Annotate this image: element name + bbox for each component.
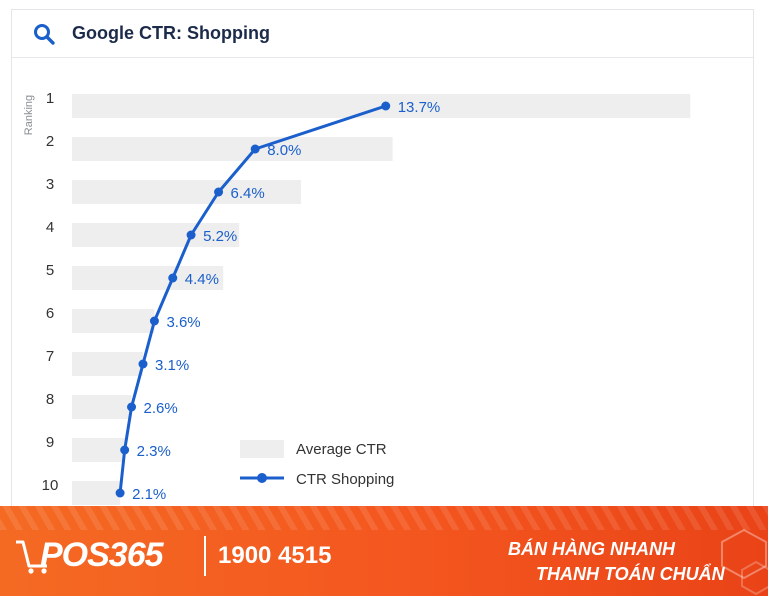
- category-label: 3: [46, 176, 54, 193]
- ctr-shopping-line: [118, 104, 388, 495]
- legend-ctr-shopping-label: CTR Shopping: [296, 471, 394, 488]
- brand-logo: POS365: [40, 536, 164, 574]
- data-label: 2.6%: [144, 400, 178, 417]
- average-ctr-bar: [72, 137, 393, 161]
- legend-average-ctr-swatch: [240, 440, 284, 458]
- category-label: 1: [46, 90, 54, 107]
- data-label: 6.4%: [231, 185, 265, 202]
- legend-ctr-shopping-marker: [257, 473, 267, 483]
- ctr-shopping-point: [250, 144, 260, 154]
- category-label: 9: [46, 434, 54, 451]
- brand-footer: POS365 1900 4515 BÁN HÀNG NHANH THANH TO…: [0, 506, 768, 596]
- ctr-shopping-point: [168, 273, 178, 283]
- data-label: 8.0%: [267, 142, 301, 159]
- average-ctr-bar: [72, 266, 224, 290]
- ctr-shopping-point: [115, 488, 125, 498]
- ctr-shopping-point: [381, 101, 391, 111]
- data-label: 3.1%: [155, 357, 189, 374]
- average-ctr-bar: [72, 438, 125, 462]
- data-label: 2.1%: [132, 486, 166, 503]
- category-label: 2: [46, 133, 54, 150]
- category-label: 6: [46, 305, 54, 322]
- data-label: 5.2%: [203, 228, 237, 245]
- ctr-shopping-point: [127, 402, 137, 412]
- ctr-shopping-point: [149, 316, 159, 326]
- average-ctr-bar: [72, 180, 301, 204]
- footer-divider: [204, 536, 206, 576]
- card-header: Google CTR: Shopping: [12, 10, 753, 58]
- legend-average-ctr-label: Average CTR: [296, 441, 387, 458]
- hotline-number[interactable]: 1900 4515: [218, 542, 332, 569]
- average-ctr-bar: [72, 223, 240, 247]
- ctr-shopping-point: [214, 187, 224, 197]
- data-label: 3.6%: [166, 314, 200, 331]
- slogan-line-1: BÁN HÀNG NHANH: [508, 539, 675, 559]
- data-label: 13.7%: [398, 99, 441, 116]
- average-ctr-bar: [72, 352, 143, 376]
- average-ctr-bar: [72, 309, 155, 333]
- category-label: 5: [46, 262, 54, 279]
- ctr-shopping-point: [186, 230, 196, 240]
- cart-icon: [16, 540, 47, 574]
- ctr-shopping-point: [138, 359, 148, 369]
- category-label: 4: [46, 219, 54, 236]
- search-icon: [34, 24, 55, 45]
- data-label: 4.4%: [185, 271, 219, 288]
- category-label: 8: [46, 391, 54, 408]
- data-label: 2.3%: [137, 443, 171, 460]
- hexagon-decoration-icon: [721, 528, 768, 596]
- page-title: Google CTR: Shopping: [72, 23, 270, 43]
- category-label: 10: [42, 477, 59, 494]
- y-axis-label: Ranking: [23, 95, 35, 135]
- ctr-shopping-point: [120, 445, 130, 455]
- average-ctr-bar: [72, 481, 121, 505]
- slogan-line-2: THANH TOÁN CHUẨN: [536, 564, 725, 584]
- average-ctr-bar: [72, 395, 132, 419]
- category-label: 7: [46, 348, 54, 365]
